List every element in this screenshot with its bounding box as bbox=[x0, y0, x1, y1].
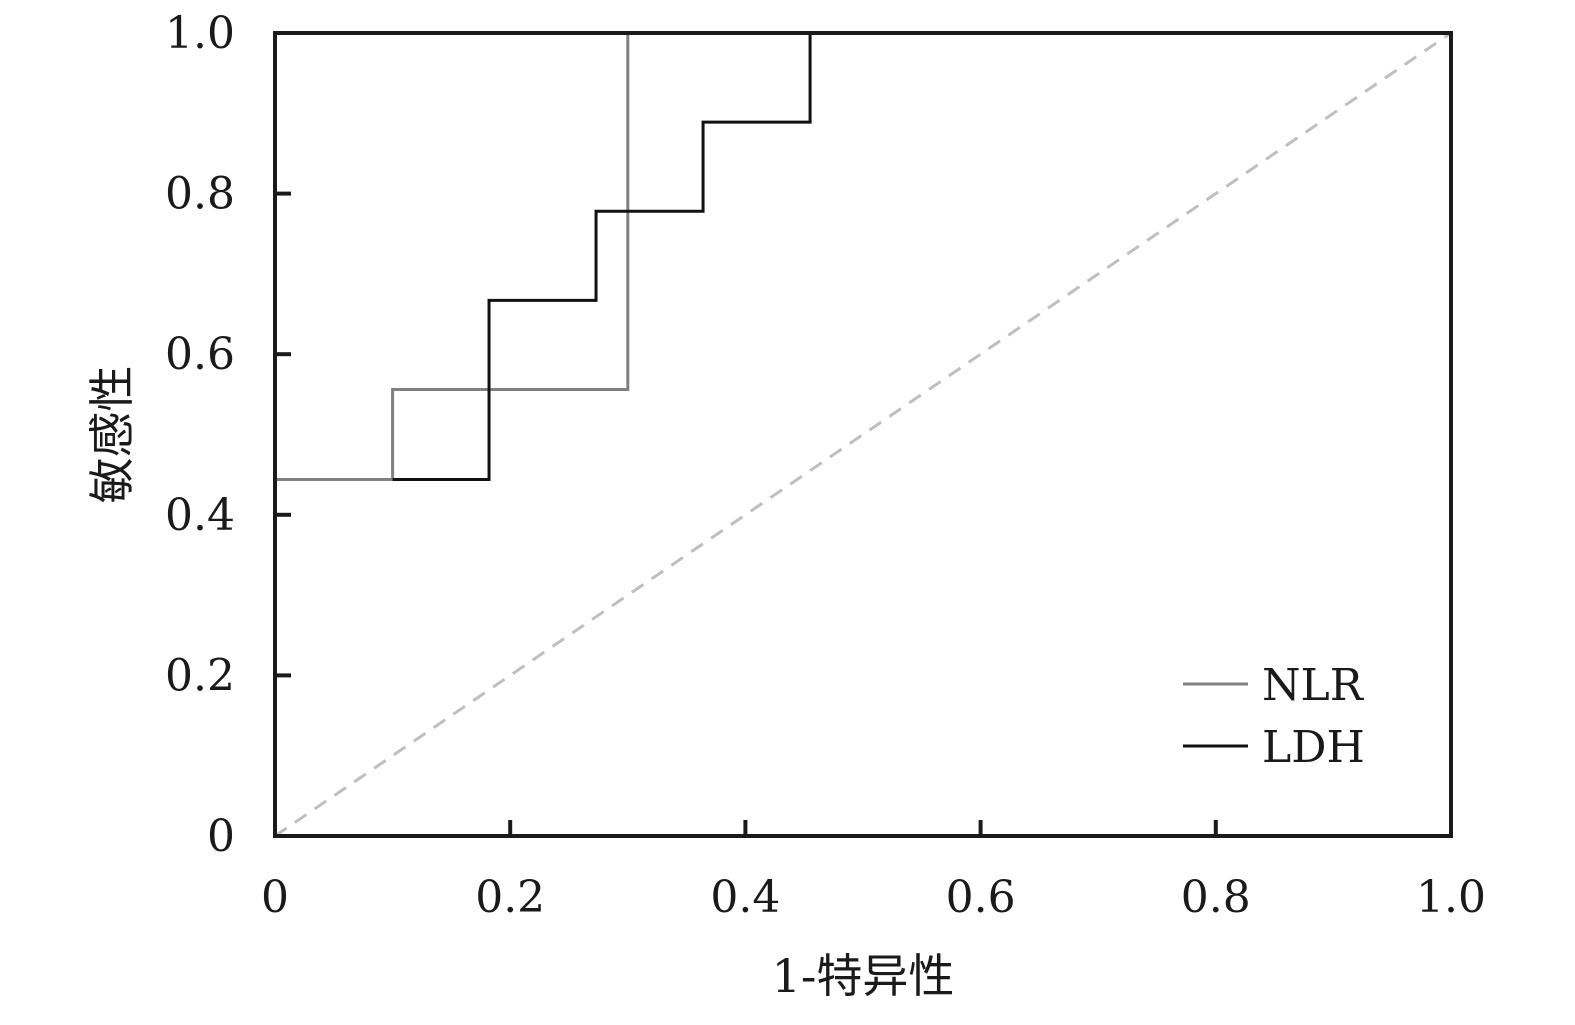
plot-frame bbox=[273, 31, 1453, 838]
x-tick-label: 0 bbox=[261, 872, 289, 923]
series-layer bbox=[275, 33, 812, 481]
x-tick-label: 0.2 bbox=[475, 872, 545, 923]
y-tick-label: 0.6 bbox=[165, 329, 235, 380]
x-tick-labels: 0 0.2 0.4 0.6 0.8 1.0 bbox=[261, 872, 1486, 923]
reference-diagonal-line bbox=[274, 31, 1452, 838]
series-line-nlr bbox=[275, 33, 630, 481]
legend-label-ldh: LDH bbox=[1262, 722, 1365, 773]
x-tick-label: 1.0 bbox=[1416, 872, 1486, 923]
tick-layer bbox=[275, 191, 1218, 836]
x-tick-label: 0.8 bbox=[1181, 872, 1251, 923]
legend-label-nlr: NLR bbox=[1262, 660, 1365, 711]
legend: NLR LDH bbox=[1183, 660, 1365, 773]
y-axis-label: 敏感性 bbox=[85, 366, 139, 504]
series-line-ldh bbox=[392, 33, 812, 481]
y-tick-labels: 0 0.2 0.4 0.6 0.8 1.0 bbox=[165, 8, 235, 862]
y-tick-label: 0.2 bbox=[165, 650, 235, 701]
x-axis-label: 1-特异性 bbox=[772, 949, 955, 1003]
y-tick-label: 0.8 bbox=[165, 169, 235, 220]
y-tick-label: 0 bbox=[207, 811, 235, 862]
x-tick-label: 0.6 bbox=[946, 872, 1016, 923]
reference-layer bbox=[274, 31, 1452, 838]
y-tick-label: 0.4 bbox=[165, 490, 235, 541]
y-tick-label: 1.0 bbox=[165, 8, 235, 59]
x-tick-label: 0.4 bbox=[710, 872, 780, 923]
